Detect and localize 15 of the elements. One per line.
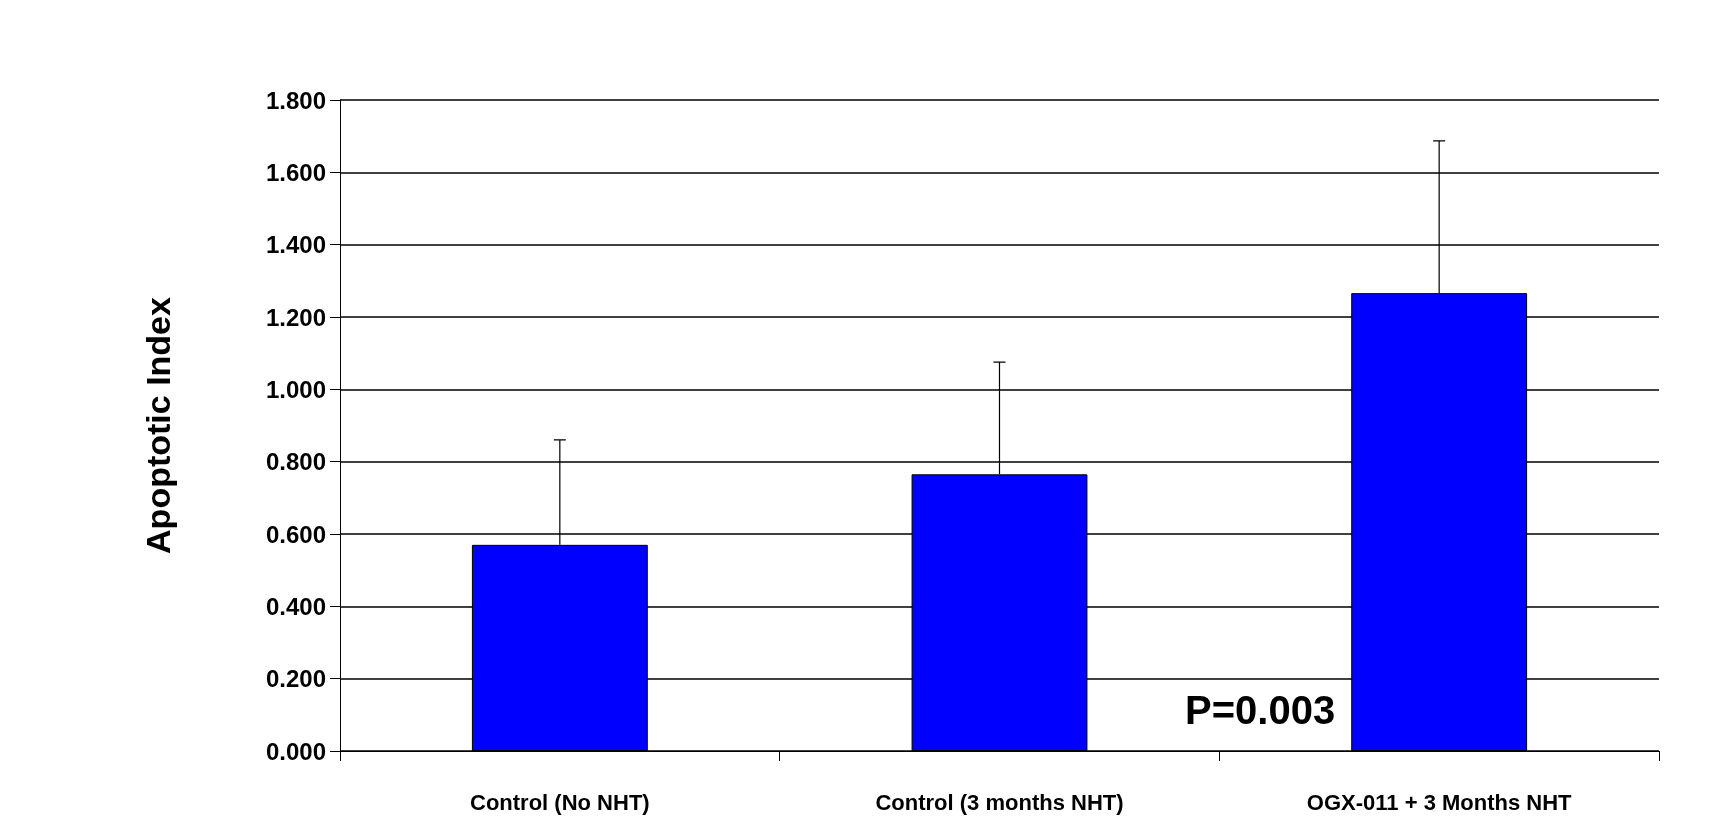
- y-tick-label: 1.000: [265, 375, 326, 403]
- y-tick-label: 1.600: [265, 158, 326, 186]
- y-tick-label: 0.400: [265, 592, 326, 620]
- x-tick-label: Control (3 months NHT): [875, 789, 1124, 815]
- y-tick-label: 0.600: [265, 520, 326, 548]
- y-axis-title: Apoptotic Index: [139, 296, 177, 554]
- y-tick-label: 0.000: [265, 737, 326, 765]
- y-tick-label: 1.400: [265, 231, 326, 259]
- y-tick-label: 1.800: [265, 86, 326, 114]
- x-tick-label: OGX-011 + 3 Months NHT: [1306, 789, 1573, 815]
- y-tick-label: 0.200: [265, 665, 326, 693]
- annotation: P=0.003: [1185, 688, 1336, 732]
- y-tick-label: 0.800: [265, 448, 326, 476]
- y-tick-label: 1.200: [265, 303, 326, 331]
- x-tick-label: Control (No NHT): [470, 789, 650, 815]
